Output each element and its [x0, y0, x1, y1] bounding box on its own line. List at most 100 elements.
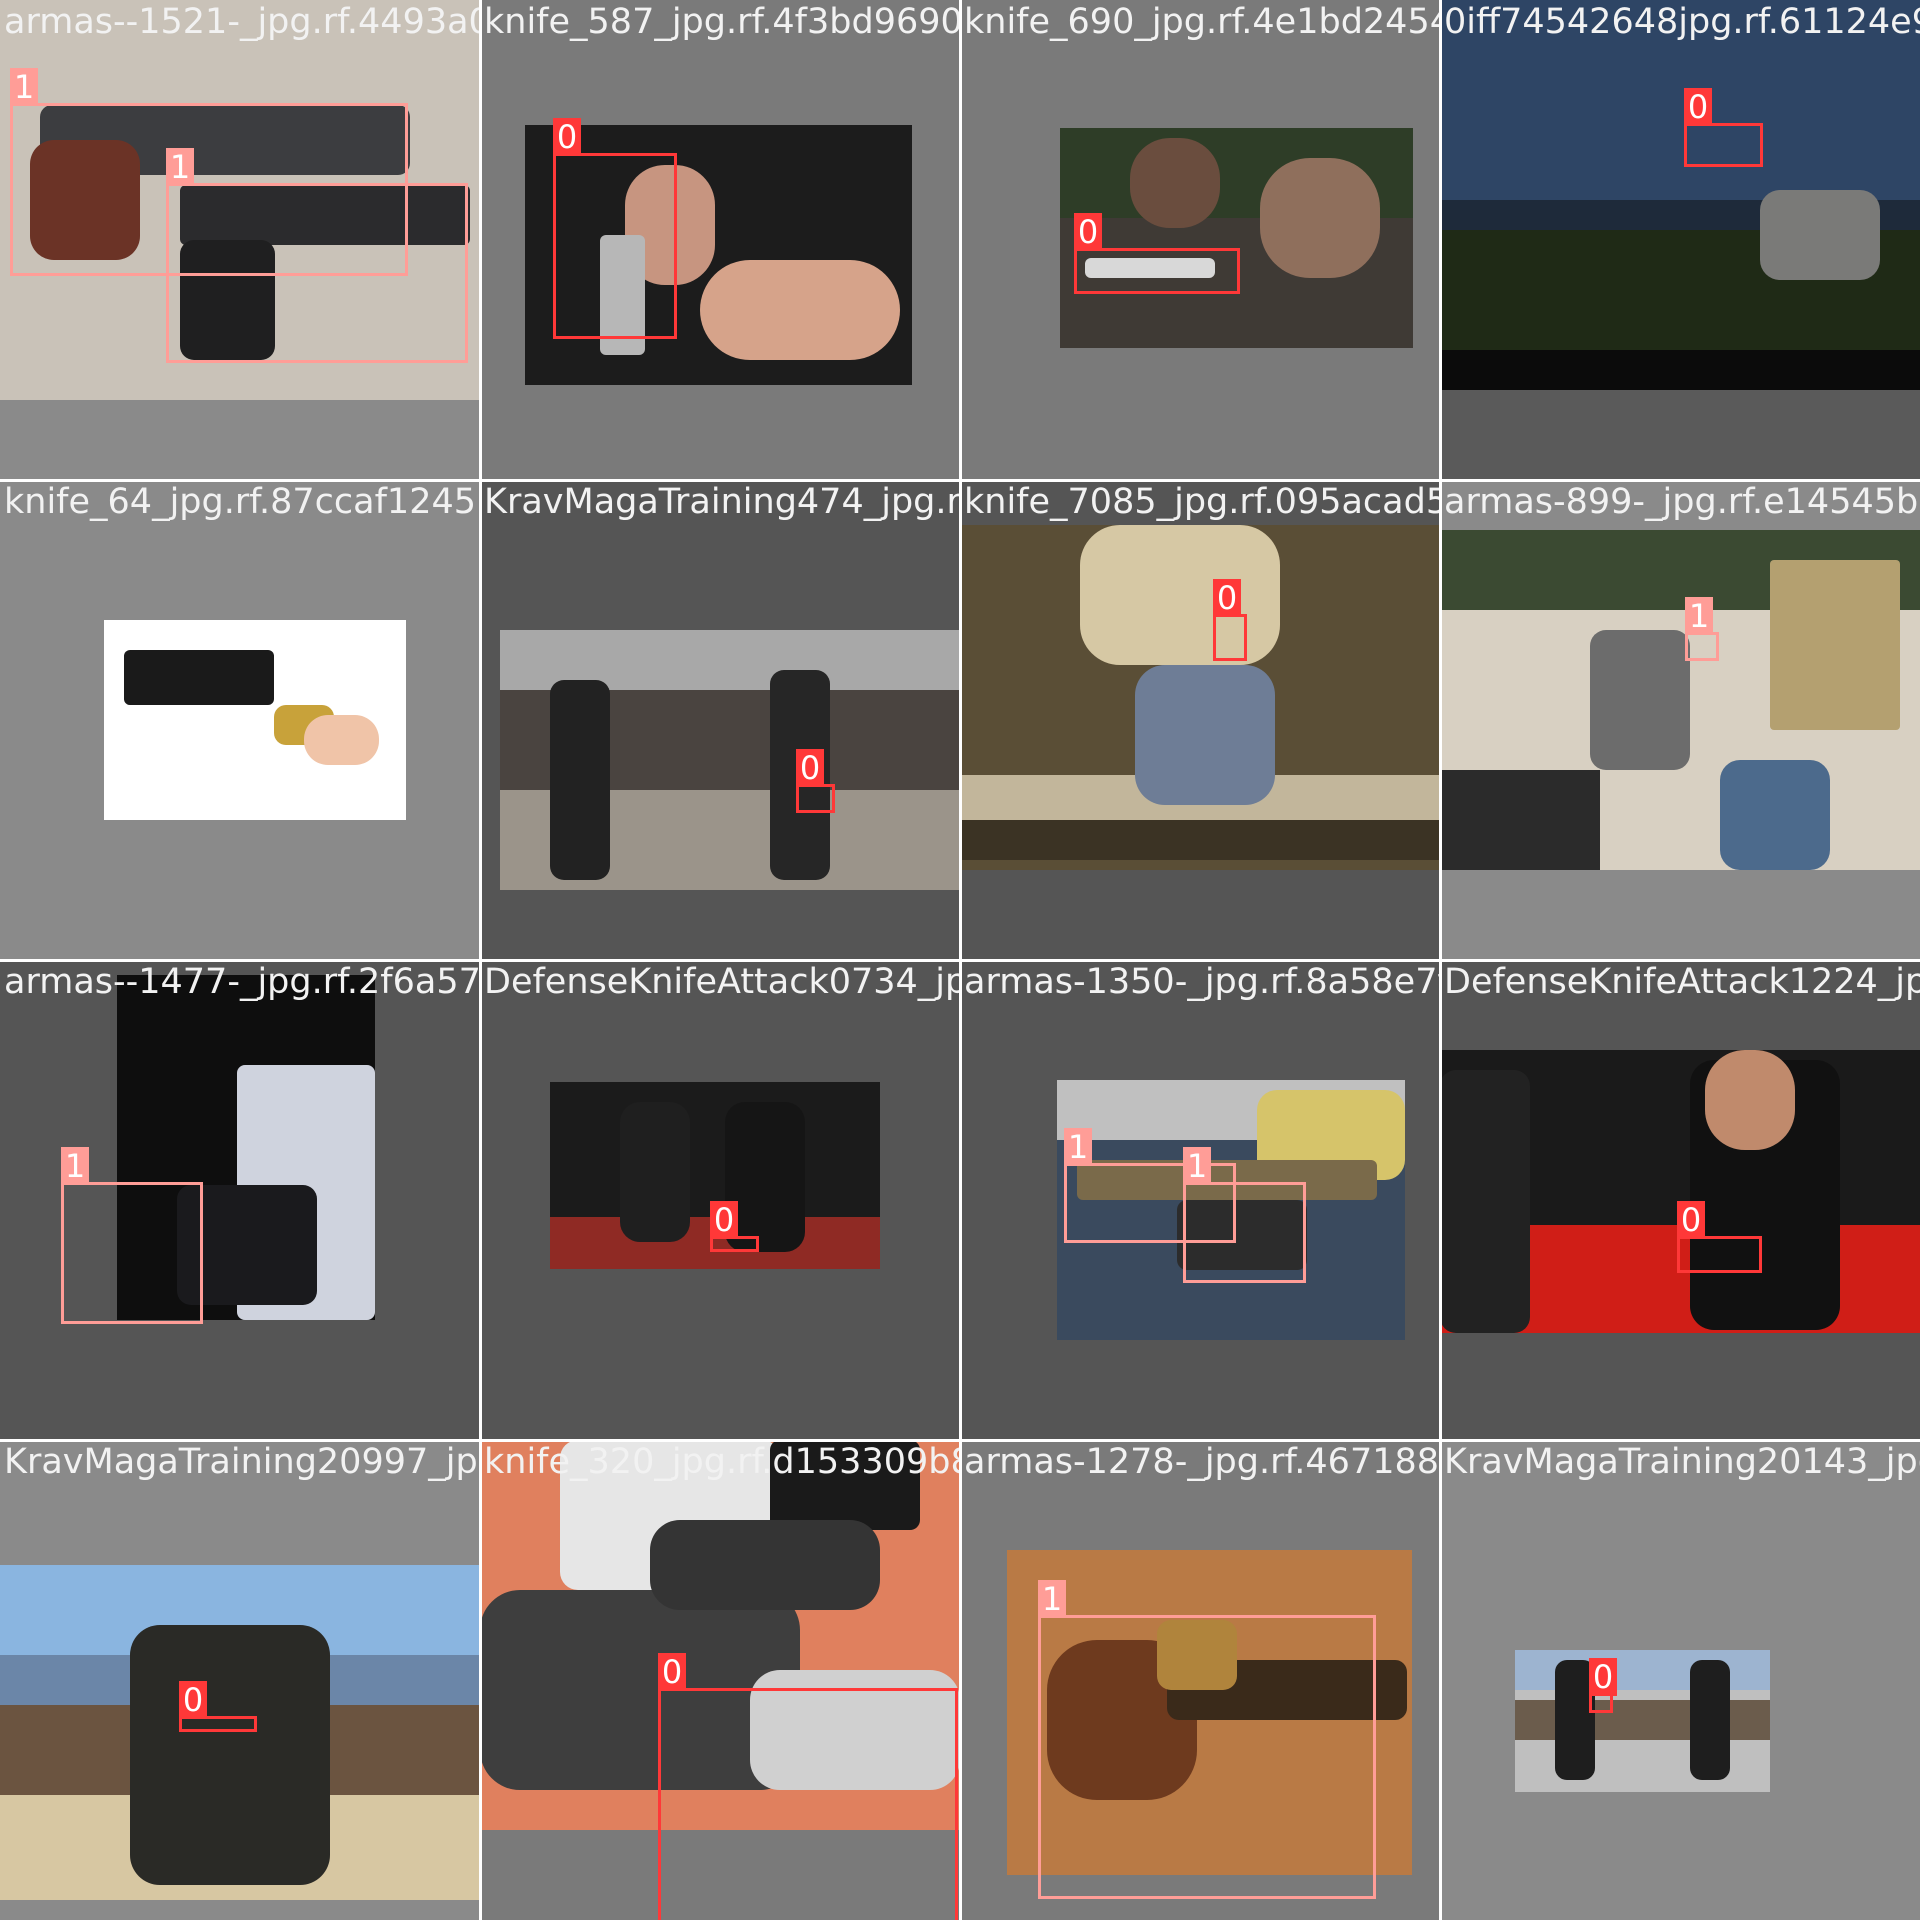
tile-filename: knife_64_jpg.rf.87ccaf1245b5c4f4fa7d0 — [4, 482, 480, 522]
detection-class-label: 0 — [1074, 213, 1102, 251]
tile-image — [1007, 1550, 1412, 1875]
image-region — [1085, 258, 1215, 278]
image-region — [650, 1520, 880, 1610]
tile-image — [1060, 128, 1413, 348]
tile-image — [1057, 1080, 1405, 1340]
tile-image — [960, 525, 1440, 870]
tile-image — [525, 125, 912, 385]
tile-filename: armas--1521-_jpg.rf.4493a00bfeb627bcdab6… — [4, 2, 480, 42]
tile-filename: knife_7085_jpg.rf.095acad5d — [964, 482, 1440, 522]
detection-box: 1 — [10, 68, 408, 276]
detection-box: 0 — [710, 1201, 759, 1252]
detection-box: 1 — [1064, 1128, 1236, 1243]
tile-filename: knife_320_jpg.rf.d153309b8 — [484, 1442, 960, 1482]
tile-image — [104, 620, 406, 820]
detection-class-label: 0 — [710, 1201, 738, 1239]
mosaic-tile: 0 knife_320_jpg.rf.d153309b8 — [480, 1440, 960, 1920]
image-region — [1157, 1620, 1237, 1690]
tile-filename: KravMagaTraining20143_jpg — [1444, 1442, 1920, 1482]
detection-box: 0 — [553, 118, 677, 339]
tile-filename: KravMagaTraining20997_jpg.rf — [4, 1442, 480, 1482]
detection-box: 1 — [1183, 1147, 1306, 1283]
mosaic-tile: 1 armas--1477-_jpg.rf.2f6a578b1fe0e4491ec… — [0, 960, 480, 1440]
detection-box: 0 — [179, 1681, 257, 1732]
detection-box: 0 — [1684, 88, 1763, 167]
tile-filename: knife_587_jpg.rf.4f3bd9690c44afe8f8694df… — [484, 2, 960, 42]
mosaic-tile: 0 knife_690_jpg.rf.4e1bd2454c4c5d... — [960, 0, 1440, 480]
detection-class-label: 0 — [1589, 1658, 1617, 1696]
tile-filename: armas--1477-_jpg.rf.2f6a578b1fe0e4491ec8… — [4, 962, 480, 1002]
detection-class-label: 1 — [1685, 597, 1713, 635]
tile-image — [1440, 530, 1920, 870]
detection-box: 1 — [61, 1147, 203, 1324]
image-region — [1077, 1160, 1377, 1200]
mosaic-tile: 1 armas-899-_jpg.rf.e14545b — [1440, 480, 1920, 960]
detection-class-label: 0 — [179, 1681, 207, 1719]
mosaic-tile: knife_64_jpg.rf.87ccaf1245b5c4f4fa7d0 — [0, 480, 480, 960]
image-region — [620, 1102, 690, 1242]
image-region — [130, 1625, 330, 1885]
detection-box: 1 — [166, 148, 468, 363]
detection-box: 0 — [1677, 1201, 1762, 1273]
image-region — [1440, 350, 1920, 390]
tile-filename: DefenseKnifeAttack0734_jpg — [484, 962, 960, 1002]
detection-class-label: 1 — [1038, 1580, 1066, 1618]
detection-box: 0 — [658, 1653, 958, 1920]
tile-filename: armas-899-_jpg.rf.e14545b — [1444, 482, 1919, 522]
detection-box: 1 — [1038, 1580, 1376, 1899]
mosaic-tile: 0 KravMagaTraining20997_jpg.rf — [0, 1440, 480, 1920]
image-region — [1177, 1200, 1307, 1270]
image-region — [1260, 158, 1380, 278]
image-region — [700, 260, 900, 360]
tile-filename: armas-1278-_jpg.rf.467188... — [964, 1442, 1440, 1482]
detection-class-label: 0 — [553, 118, 581, 156]
mosaic-tile: 1 1 armas-1350-_jpg.rf.8a58e7f — [960, 960, 1440, 1440]
grid-divider — [0, 959, 1920, 962]
tile-filename: DefenseKnifeAttack1224_jp — [1444, 962, 1920, 1002]
image-region — [304, 715, 379, 765]
detection-box: 0 — [1213, 579, 1247, 661]
mosaic-tile: 0 knife_587_jpg.rf.4f3bd9690c44afe8f8694d… — [480, 0, 960, 480]
image-region — [1555, 1660, 1595, 1780]
tile-filename: knife_690_jpg.rf.4e1bd2454c4c5d... — [964, 2, 1440, 42]
mosaic-tile: 0 DefenseKnifeAttack1224_jp — [1440, 960, 1920, 1440]
detection-class-label: 0 — [796, 749, 824, 787]
detection-class-label: 1 — [61, 1147, 89, 1185]
detection-box: 0 — [1589, 1658, 1617, 1713]
image-region — [1135, 665, 1275, 805]
mosaic-tile: 0 0iff74542648jpg.rf.61124e92d — [1440, 0, 1920, 480]
image-region — [1590, 630, 1690, 770]
tile-image — [0, 1565, 480, 1900]
image-region — [1080, 525, 1280, 665]
mosaic-tile: 0 knife_7085_jpg.rf.095acad5d — [960, 480, 1440, 960]
detection-class-label: 1 — [1183, 1147, 1211, 1185]
tile-filename: 0iff74542648jpg.rf.61124e92d — [1444, 2, 1920, 42]
tile-image — [1440, 0, 1920, 390]
image-region — [600, 235, 645, 355]
image-region — [180, 185, 470, 245]
detection-class-label: 0 — [1213, 579, 1241, 617]
image-region — [725, 1102, 805, 1252]
image-region — [180, 240, 275, 360]
image-region — [1690, 1660, 1730, 1780]
image-region — [1440, 0, 1920, 200]
detection-class-label: 1 — [166, 148, 194, 186]
tile-filename: KravMagaTraining474_jpg.rf — [484, 482, 960, 522]
tile-image — [0, 0, 480, 400]
tile-image — [500, 630, 960, 890]
image-region — [1720, 760, 1830, 870]
image-region — [1760, 190, 1880, 280]
image-region — [1440, 1070, 1530, 1333]
mosaic-tile: 1 1 armas--1521-_jpg.rf.4493a00bfeb627bcda… — [0, 0, 480, 480]
image-region — [770, 1440, 920, 1530]
grid-divider — [0, 1439, 1920, 1442]
image-region — [1770, 560, 1900, 730]
detection-class-label: 0 — [1684, 88, 1712, 126]
detection-class-label: 1 — [10, 68, 38, 106]
mosaic-tile: 1 armas-1278-_jpg.rf.467188... — [960, 1440, 1440, 1920]
tile-filename: armas-1350-_jpg.rf.8a58e7f — [964, 962, 1440, 1002]
image-region — [960, 820, 1440, 860]
detection-box: 0 — [796, 749, 835, 813]
image-region — [1440, 770, 1600, 870]
